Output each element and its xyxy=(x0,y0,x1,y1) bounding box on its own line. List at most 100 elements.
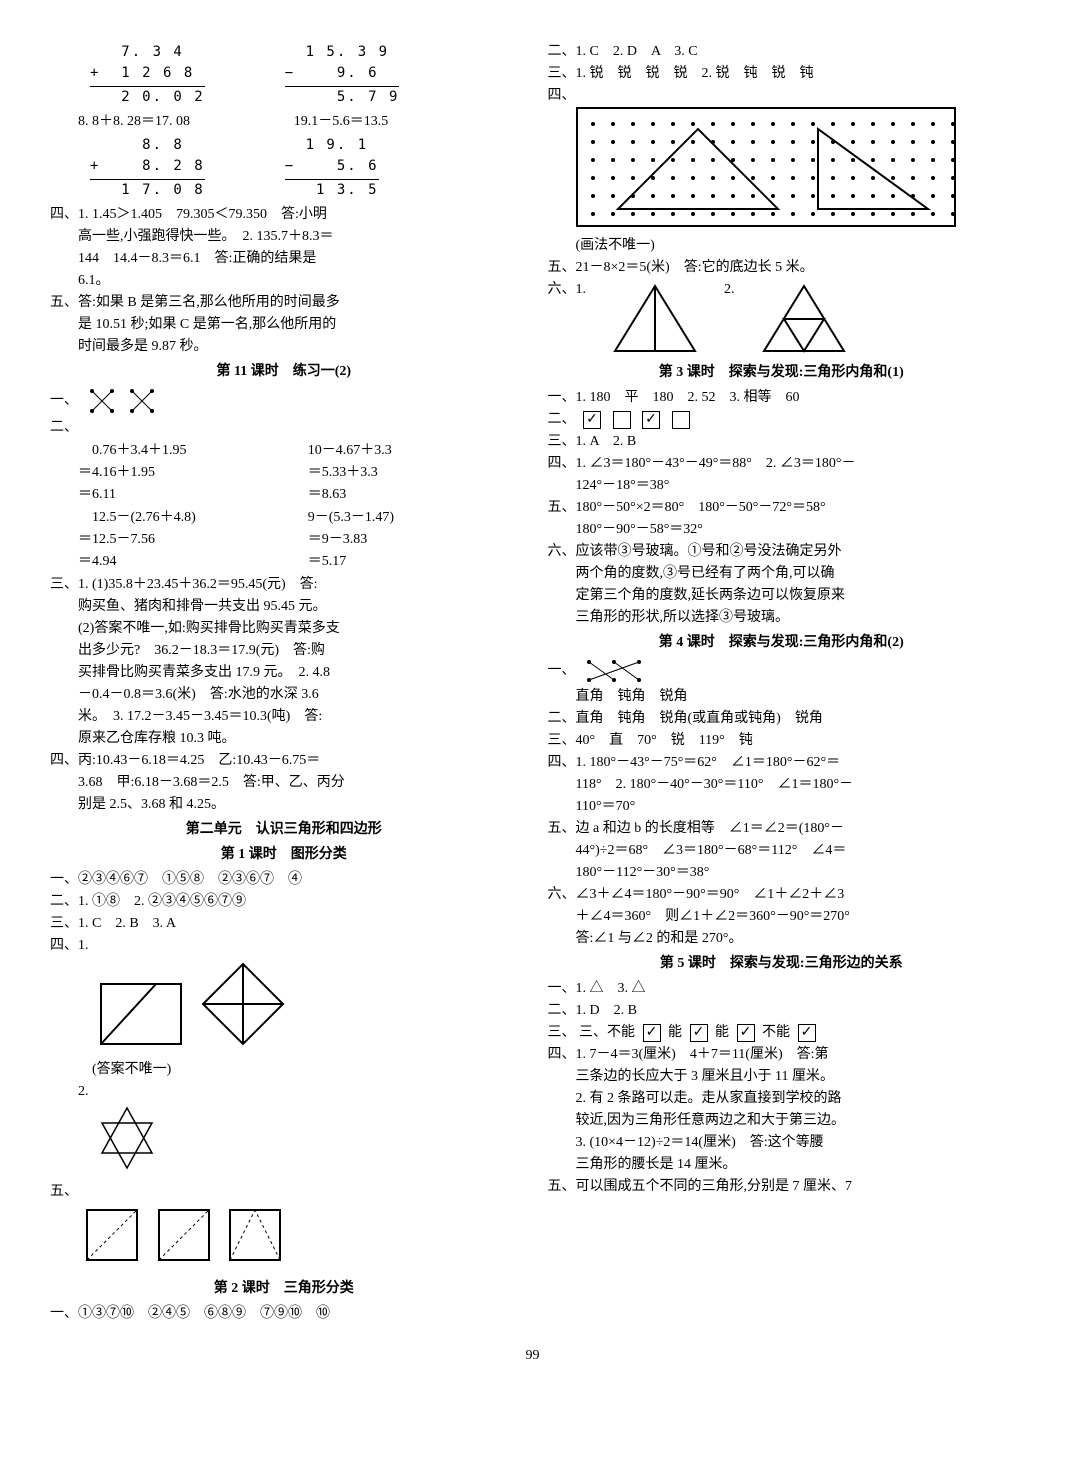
eq-line: ＝5.17 xyxy=(308,551,518,572)
answer-line: 六、∠3＋∠4＝180°－90°＝90° ∠1＋∠2＋∠3 xyxy=(548,884,1016,905)
answer-line: 五、 xyxy=(50,1181,518,1202)
label: 2. xyxy=(724,279,735,300)
calc-line: + 1 2 6 8 xyxy=(90,63,205,84)
answer-line: 时间最多是 9.87 秒。 xyxy=(50,336,518,357)
answer-line: 三、1. A 2. B xyxy=(548,431,1016,452)
answer-line: 两个角的度数,③号已经有了两个角,可以确 xyxy=(548,563,1016,584)
answer-line: 米。 3. 17.2－3.45－3.45＝10.3(吨) 答: xyxy=(50,706,518,727)
answer-line: －0.4－0.8＝3.6(米) 答:水池的水深 3.6 xyxy=(50,684,518,705)
matching-diagram: 一、 xyxy=(50,386,518,416)
section-two-label: 二、 xyxy=(50,417,518,438)
eq-line: 9－(5.3－1.47) xyxy=(308,507,518,528)
calc-block-2: 8. 8 + 8. 2 8 1 7. 0 8 xyxy=(90,135,205,201)
section-title: 第 11 课时 练习一(2) xyxy=(50,361,518,382)
eq-line: ＝12.5－7.56 xyxy=(78,529,288,550)
calc-line: 2 0. 0 2 xyxy=(90,86,205,108)
label: 一、 xyxy=(548,663,576,678)
answer-line: 一、1. 180 平 180 2. 52 3. 相等 60 xyxy=(548,387,1016,408)
checkbox-checked: ✓ xyxy=(643,1024,661,1042)
checkbox-empty xyxy=(672,411,690,429)
answer-line: 四、 xyxy=(548,85,1016,106)
answer-line: 144 14.4－8.3＝6.1 答:正确的结果是 xyxy=(50,248,518,269)
calc-line: 1 3. 5 xyxy=(285,179,379,201)
checkbox-checked: ✓ xyxy=(690,1024,708,1042)
diamond-diagonals-icon xyxy=(198,959,288,1049)
answer-line: 五、可以围成五个不同的三角形,分别是 7 厘米、7 xyxy=(548,1176,1016,1197)
answer-line: 五、答:如果 B 是第三名,那么他所用的时间最多 xyxy=(50,292,518,313)
calc-line: 8. 8 xyxy=(90,135,205,156)
answer-line: 三、1. C 2. B 3. A xyxy=(50,913,518,934)
section-title: 第 5 课时 探索与发现:三角形边的关系 xyxy=(548,953,1016,974)
answer-line: 四、1. 7－4＝3(厘米) 4＋7＝11(厘米) 答:第 xyxy=(548,1044,1016,1065)
match-icon xyxy=(579,657,649,685)
answer-line: 出多少元? 36.2－18.3＝17.9(元) 答:购 xyxy=(50,640,518,661)
answer-line: (2)答案不唯一,如:购买排骨比购买青菜多支 xyxy=(50,618,518,639)
calc-block-4: 1 9. 1 − 5. 6 1 3. 5 xyxy=(285,135,379,201)
shape-row xyxy=(50,957,518,1058)
answer-line: ＋∠4＝360° 则∠1＋∠2＝360°－90°＝270° xyxy=(548,906,1016,927)
answer-line: 二、1. C 2. D A 3. C xyxy=(548,41,1016,62)
calc-line: − 9. 6 xyxy=(285,63,400,84)
eq-line: 10－4.67＋3.3 xyxy=(308,440,518,461)
answer-line: 定第三个角的度数,延长两条边可以恢复原来 xyxy=(548,585,1016,606)
answer-line: 二、 ✓ ✓ xyxy=(548,409,1016,430)
section-title: 第 1 课时 图形分类 xyxy=(50,844,518,865)
answer-line: 四、丙:10.43－6.18＝4.25 乙:10.43－6.75＝ xyxy=(50,750,518,771)
eq-line: 12.5－(2.76＋4.8) xyxy=(78,507,288,528)
triangle-midsegments-icon xyxy=(759,281,849,356)
left-column: 7. 3 4 + 1 2 6 8 2 0. 0 2 1 5. 3 9 − 9. … xyxy=(50,40,518,1325)
eq-line: ＝6.11 xyxy=(78,484,288,505)
calc-line: 7. 3 4 xyxy=(90,42,205,63)
page-number: 99 xyxy=(50,1345,1015,1366)
answer-line: 答:∠1 与∠2 的和是 270°。 xyxy=(548,928,1016,949)
answer-line: 44°)÷2＝68° ∠3＝180°－68°＝112° ∠4＝ xyxy=(548,840,1016,861)
label: 三、不能 xyxy=(579,1025,635,1040)
answer-line: 一、①③⑦⑩ ②④⑤ ⑥⑧⑨ ⑦⑨⑩ ⑩ xyxy=(50,1303,518,1324)
answer-line: 118° 2. 180°－40°－30°＝110° ∠1＝180°－ xyxy=(548,774,1016,795)
note: (画法不唯一) xyxy=(548,235,1016,256)
checkbox-checked: ✓ xyxy=(642,411,660,429)
calc-line: 1 5. 3 9 xyxy=(285,42,400,63)
square-inner-tri-icon xyxy=(225,1205,285,1265)
shape-row xyxy=(50,1203,518,1274)
label: 三、 xyxy=(548,1025,576,1040)
answer-line: 3. (10×4－12)÷2＝14(厘米) 答:这个等腰 xyxy=(548,1132,1016,1153)
answer-line: 购买鱼、猪肉和排骨一共支出 95.45 元。 xyxy=(50,596,518,617)
answer-line: 四、1. ∠3＝180°－43°－49°＝88° 2. ∠3＝180°－ xyxy=(548,453,1016,474)
note: (答案不唯一) xyxy=(50,1059,518,1080)
eq-line: ＝9－3.83 xyxy=(308,529,518,550)
eq-line: ＝8.63 xyxy=(308,484,518,505)
section-title: 第二单元 认识三角形和四边形 xyxy=(50,819,518,840)
answer-line: 高一些,小强跑得快一些。 2. 135.7＋8.3＝ xyxy=(50,226,518,247)
answer-line: 三角形的腰长是 14 厘米。 xyxy=(548,1154,1016,1175)
answer-line: 二、直角 钝角 锐角(或直角或钝角) 锐角 xyxy=(548,708,1016,729)
rectangle-diagonal-icon xyxy=(96,979,186,1049)
answer-line: 别是 2.5、3.68 和 4.25。 xyxy=(50,794,518,815)
section-title: 第 3 课时 探索与发现:三角形内角和(1) xyxy=(548,362,1016,383)
right-column: 二、1. C 2. D A 3. C 三、1. 锐 锐 锐 锐 2. 锐 钝 锐… xyxy=(548,40,1016,1325)
calc-block-3: 1 5. 3 9 − 9. 6 5. 7 9 xyxy=(285,42,400,108)
calc-line: 5. 7 9 xyxy=(285,86,400,108)
square-diagonal-icon xyxy=(154,1205,214,1265)
answer-line: 2. xyxy=(50,1081,518,1102)
answer-line: 原来乙仓库存粮 10.3 吨。 xyxy=(50,728,518,749)
answer-line: 二、1. ①⑧ 2. ②③④⑤⑥⑦⑨ xyxy=(50,891,518,912)
answer-line: 6.1。 xyxy=(50,270,518,291)
hexagram-icon xyxy=(92,1103,162,1173)
star-shape xyxy=(50,1103,518,1180)
triangle-median-icon xyxy=(610,281,700,356)
checkbox-checked: ✓ xyxy=(737,1024,755,1042)
matching-diagram: 一、 xyxy=(548,657,1016,685)
label: 能 xyxy=(668,1025,682,1040)
answer-line: 五、21－8×2＝5(米) 答:它的底边长 5 米。 xyxy=(548,257,1016,278)
calc-block-1: 7. 3 4 + 1 2 6 8 2 0. 0 2 xyxy=(90,42,205,108)
answer-line: 一、②③④⑥⑦ ①⑤⑧ ②③⑥⑦ ④ xyxy=(50,869,518,890)
eq-line: ＝4.94 xyxy=(78,551,288,572)
match-icon xyxy=(82,386,162,416)
answer-line: 五、边 a 和边 b 的长度相等 ∠1＝∠2＝(180°－ xyxy=(548,818,1016,839)
answer-line: 四、1. 180°－43°－75°＝62° ∠1＝180°－62°＝ xyxy=(548,752,1016,773)
answer-line: 三角形的形状,所以选择③号玻璃。 xyxy=(548,607,1016,628)
label: 二、 xyxy=(548,412,576,427)
answer-line: 3.68 甲:6.18－3.68＝2.5 答:甲、乙、丙分 xyxy=(50,772,518,793)
calc-line: − 5. 6 xyxy=(285,156,379,177)
